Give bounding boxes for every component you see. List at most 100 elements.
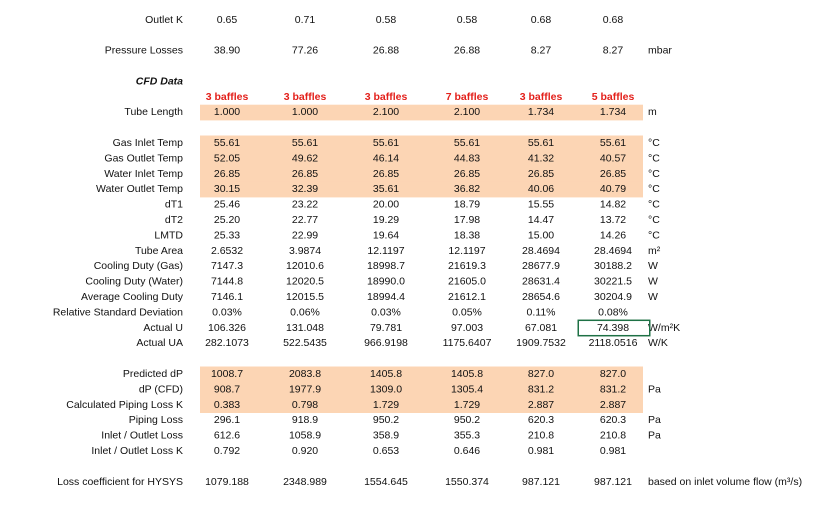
unit: W/K	[648, 337, 668, 349]
cell-value: 0.920	[292, 445, 318, 457]
cell-value: 620.3	[600, 414, 626, 426]
unit: W/m²K	[648, 322, 680, 334]
cell-value: 210.8	[600, 430, 626, 442]
cell-value: 1977.9	[289, 383, 321, 395]
row-label: Piping Loss	[129, 414, 183, 426]
unit: W	[648, 276, 658, 288]
cell-value: 7146.1	[211, 291, 243, 303]
cell-value: 30204.9	[594, 291, 632, 303]
cell-value: 36.82	[454, 183, 480, 195]
cell-value: 1175.6407	[443, 337, 492, 349]
row-label: Gas Outlet Temp	[104, 152, 183, 164]
cell-value: 2348.989	[283, 476, 327, 488]
cell-value: 28654.6	[522, 291, 560, 303]
unit: Pa	[648, 430, 661, 442]
row-label: Outlet K	[145, 14, 183, 26]
cell-value: 8.27	[603, 45, 624, 57]
cell-value: 0.383	[214, 399, 240, 411]
row-label: Water Outlet Temp	[96, 183, 183, 195]
cell-value: 0.08%	[598, 306, 628, 318]
cell-value: 1.729	[373, 399, 399, 411]
row-label: Average Cooling Duty	[81, 291, 184, 303]
cell-value: 2.100	[454, 106, 480, 118]
cell-value: 22.99	[292, 229, 318, 241]
cell-value: 12010.6	[286, 260, 324, 272]
cell-value: 1058.9	[289, 430, 321, 442]
cell-value: 26.88	[454, 45, 480, 57]
cell-value: 8.27	[531, 45, 552, 57]
cell-value: 46.14	[373, 152, 399, 164]
column-header: 3 baffles	[206, 91, 249, 103]
cell-value: 18994.4	[367, 291, 405, 303]
highlight-band	[200, 104, 643, 121]
cell-value: 2.887	[528, 399, 554, 411]
cell-value: 28631.4	[522, 276, 560, 288]
cell-value: 966.9198	[364, 337, 408, 349]
cell-value: 0.58	[376, 14, 397, 26]
cell-value: 358.9	[373, 430, 399, 442]
row-label: Cooling Duty (Water)	[85, 276, 183, 288]
cell-value: 18998.7	[367, 260, 405, 272]
highlight-band	[200, 135, 643, 152]
cell-value: 0.03%	[371, 306, 401, 318]
cell-value: 12015.5	[286, 291, 324, 303]
cell-value: 55.61	[600, 137, 626, 149]
cell-value: 79.781	[370, 322, 402, 334]
highlight-layer	[200, 104, 643, 413]
cell-value: 522.5435	[283, 337, 327, 349]
unit: Pa	[648, 414, 661, 426]
cell-value: 44.83	[454, 152, 480, 164]
cell-value: 55.61	[373, 137, 399, 149]
cell-value: 0.646	[454, 445, 480, 457]
unit: W	[648, 291, 658, 303]
cell-value: 210.8	[528, 430, 554, 442]
cell-value: 1554.645	[364, 476, 408, 488]
cell-value: 0.06%	[290, 306, 320, 318]
cell-value: 21619.3	[448, 260, 486, 272]
cell-value: 26.85	[454, 168, 480, 180]
cell-value: 908.7	[214, 383, 240, 395]
unit: °C	[648, 183, 660, 195]
cell-value: 2.887	[600, 399, 626, 411]
cell-value: 827.0	[528, 368, 554, 380]
cell-value: 950.2	[454, 414, 480, 426]
cell-value: 15.00	[528, 229, 554, 241]
unit: °C	[648, 214, 660, 226]
section-heading: CFD Data	[136, 75, 183, 87]
cell-value: 13.72	[600, 214, 626, 226]
row-label: LMTD	[154, 229, 183, 241]
cell-value: 25.33	[214, 229, 240, 241]
cell-value: 987.121	[594, 476, 632, 488]
cell-value: 25.46	[214, 199, 240, 211]
row-label: dP (CFD)	[139, 383, 183, 395]
cell-value: 0.71	[295, 14, 316, 26]
cell-value: 1.729	[454, 399, 480, 411]
cell-value: 620.3	[528, 414, 554, 426]
cell-value: 20.00	[373, 199, 399, 211]
cell-value: 74.398	[597, 322, 629, 334]
row-label: Actual UA	[136, 337, 183, 349]
cell-value: 827.0	[600, 368, 626, 380]
cell-value: 67.081	[525, 322, 557, 334]
cell-value: 26.85	[214, 168, 240, 180]
cell-value: 28.4694	[594, 245, 632, 257]
cell-value: 2083.8	[289, 368, 321, 380]
cell-value: 26.85	[292, 168, 318, 180]
row-label: Inlet / Outlet Loss	[101, 430, 183, 442]
row-label: Pressure Losses	[105, 45, 183, 57]
cell-value: 40.06	[528, 183, 554, 195]
cell-value: 12.1197	[367, 245, 404, 257]
row-label: Tube Length	[124, 106, 183, 118]
cell-value: 1.000	[214, 106, 240, 118]
cell-value: 14.26	[600, 229, 626, 241]
cell-value: 23.22	[292, 199, 318, 211]
unit: °C	[648, 168, 660, 180]
cell-value: 2.100	[373, 106, 399, 118]
cell-value: 28677.9	[522, 260, 560, 272]
cell-value: 55.61	[214, 137, 240, 149]
cell-value: 1008.7	[211, 368, 243, 380]
highlight-band	[200, 150, 643, 167]
cell-value: 0.11%	[527, 306, 556, 318]
cell-value: 0.981	[528, 445, 554, 457]
cell-value: 55.61	[292, 137, 318, 149]
